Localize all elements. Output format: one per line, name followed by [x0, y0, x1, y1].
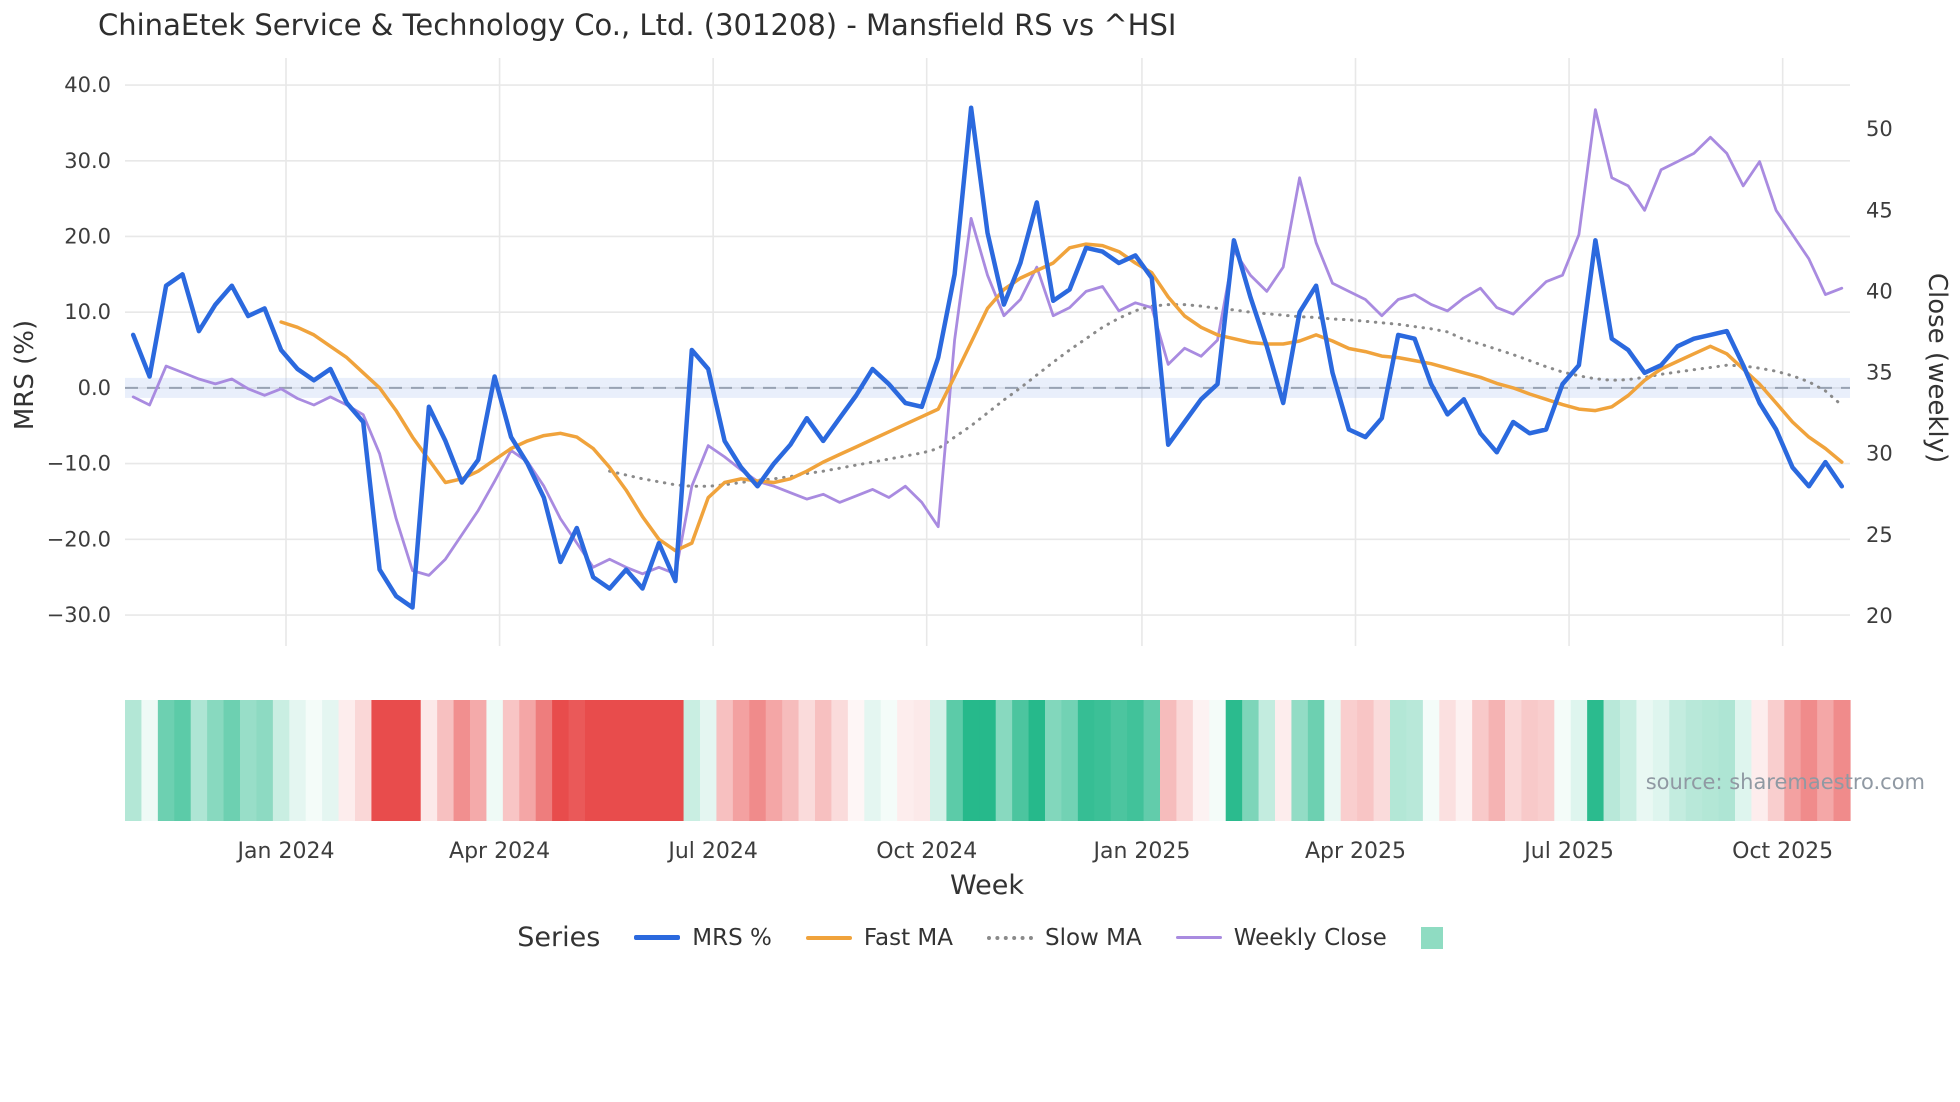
x-axis-label: Week: [950, 870, 1024, 901]
legend-title: Series: [517, 922, 601, 953]
svg-text:20: 20: [1866, 604, 1893, 628]
svg-text:Jan 2024: Jan 2024: [236, 839, 335, 864]
svg-text:−10.0: −10.0: [47, 452, 111, 476]
svg-text:50: 50: [1866, 117, 1893, 141]
svg-text:−30.0: −30.0: [47, 603, 111, 627]
svg-text:0.0: 0.0: [78, 376, 111, 400]
legend-label: Fast MA: [863, 924, 953, 951]
series-mrs-: [130, 105, 1845, 610]
svg-text:35: 35: [1866, 361, 1893, 385]
svg-text:Jul 2025: Jul 2025: [1522, 839, 1614, 864]
svg-text:40.0: 40.0: [64, 73, 111, 97]
legend-swatch-line: [805, 935, 852, 940]
legend-item-heatmap: [1420, 926, 1443, 949]
legend-swatch-dotted: [986, 935, 1033, 940]
legend-item-weekly-close: Weekly Close: [1175, 924, 1387, 951]
svg-text:Jul 2024: Jul 2024: [666, 839, 758, 864]
legend-label: Slow MA: [1044, 924, 1142, 951]
y-axis-label-right: Close (weekly): [1922, 272, 1952, 464]
legend-item-fast-ma: Fast MA: [805, 924, 953, 951]
svg-text:Apr 2025: Apr 2025: [1305, 839, 1406, 864]
series-fast-ma: [279, 242, 1844, 553]
svg-text:25: 25: [1866, 523, 1893, 547]
svg-text:30.0: 30.0: [64, 149, 111, 173]
svg-text:Oct 2025: Oct 2025: [1732, 839, 1833, 864]
svg-text:30: 30: [1866, 442, 1893, 466]
series-weekly-close: [131, 108, 1844, 577]
svg-text:−20.0: −20.0: [47, 527, 111, 551]
heatmap-strip: [125, 700, 1851, 821]
svg-text:40: 40: [1866, 279, 1893, 303]
legend-swatch-line: [634, 935, 681, 940]
y-axis-label-left: MRS (%): [10, 319, 40, 431]
legend-label: MRS %: [692, 924, 772, 951]
legend: Series MRS % Fast MA Slow MA Weekly Close: [0, 922, 1960, 953]
legend-item-mrs-: MRS %: [634, 925, 772, 951]
svg-text:Oct 2024: Oct 2024: [876, 839, 977, 864]
legend-swatch-square: [1420, 926, 1443, 949]
svg-text:45: 45: [1866, 198, 1893, 222]
source-credit: source: sharemaestro.com: [1645, 770, 1925, 794]
svg-text:Apr 2024: Apr 2024: [449, 839, 550, 864]
svg-text:10.0: 10.0: [64, 300, 111, 324]
axis-tick-labels: 40.0 30.0 20.0 10.0 0.0 −10.0 −20.0 −30.0 50 45 40…: [47, 73, 1893, 864]
chart-title: ChinaEtek Service & Technology Co., Ltd.…: [98, 8, 1177, 42]
legend-item-slow-ma: Slow MA: [986, 924, 1142, 951]
svg-text:20.0: 20.0: [64, 224, 111, 248]
legend-items: MRS % Fast MA Slow MA Weekly Close: [634, 924, 1443, 951]
legend-swatch-line: [1175, 936, 1222, 939]
legend-label: Weekly Close: [1233, 924, 1387, 951]
svg-text:Jan 2025: Jan 2025: [1091, 839, 1190, 864]
